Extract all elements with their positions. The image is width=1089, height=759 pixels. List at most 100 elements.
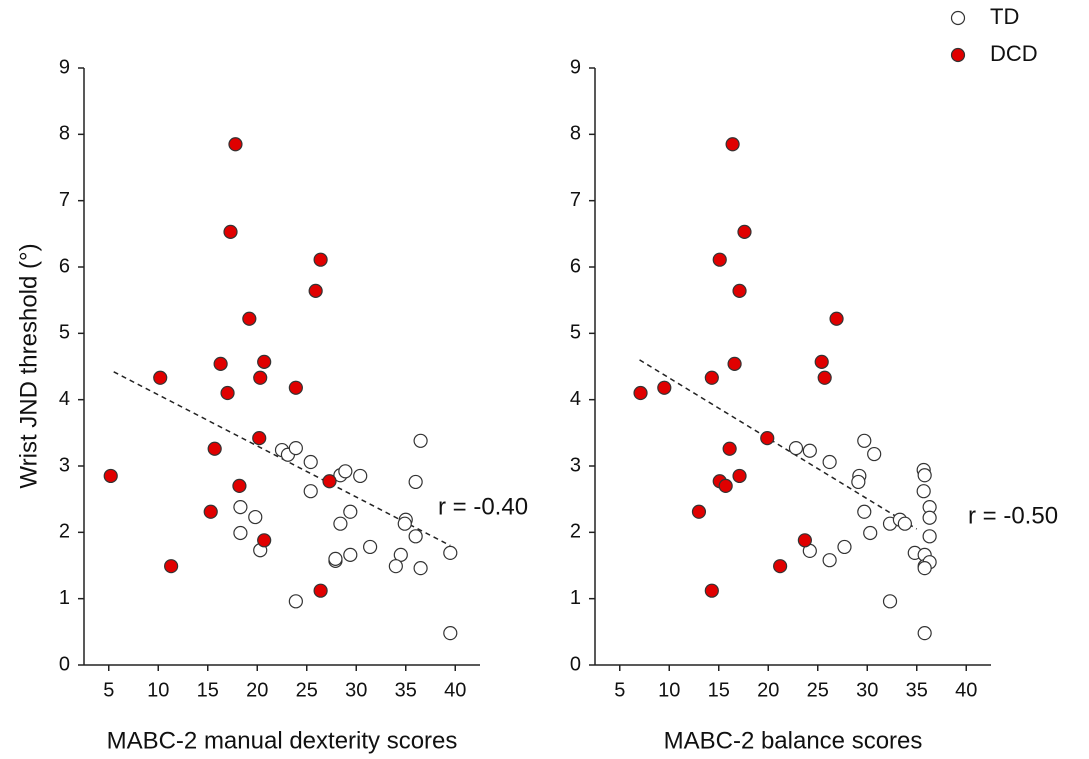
point [814, 354, 829, 369]
y-tick-label: 9 [59, 56, 70, 78]
point [917, 561, 932, 576]
point [232, 478, 247, 493]
point [333, 516, 348, 531]
point [203, 504, 218, 519]
y-tick-label: 6 [570, 255, 581, 277]
x-tick-label: 40 [444, 679, 466, 701]
y-tick-label: 0 [59, 653, 70, 675]
point [882, 594, 898, 609]
legend-marker [950, 10, 966, 26]
y-tick-label: 8 [570, 123, 581, 145]
point [788, 440, 804, 456]
x-tick-label: 10 [658, 679, 680, 701]
point [867, 446, 882, 462]
point [725, 137, 740, 152]
point [164, 559, 179, 574]
point [737, 224, 752, 239]
x-tick-label: 5 [614, 679, 625, 701]
y-tick-label: 7 [570, 189, 581, 211]
y-tick-label: 7 [59, 189, 70, 211]
y-tick-label: 5 [570, 322, 581, 344]
point [773, 559, 788, 574]
point [857, 433, 872, 448]
point [897, 516, 912, 531]
point [388, 559, 403, 574]
x-tick-label: 10 [147, 679, 169, 701]
point [922, 529, 937, 544]
point [288, 380, 303, 395]
x-tick-label: 30 [345, 679, 367, 701]
point [213, 356, 228, 371]
x-tick-label: 40 [955, 679, 977, 701]
correlation-annotation: r = -0.50 [968, 502, 1058, 529]
point [851, 474, 866, 490]
point [657, 380, 672, 395]
point [313, 252, 328, 267]
point [916, 484, 931, 499]
point [322, 474, 337, 489]
point [233, 525, 248, 541]
point [443, 626, 458, 641]
point [397, 516, 412, 531]
point [257, 354, 272, 369]
point [837, 539, 852, 555]
y-tick-label: 1 [570, 587, 581, 609]
point [727, 356, 742, 371]
point [207, 441, 222, 456]
point [917, 626, 932, 641]
point [353, 468, 368, 484]
legend-label: TD [990, 4, 1019, 29]
x-tick-label: 20 [757, 679, 779, 701]
point [343, 547, 358, 562]
point [712, 252, 727, 267]
point [718, 478, 733, 493]
point [328, 551, 343, 566]
point [343, 504, 358, 519]
point [829, 311, 844, 326]
point [308, 283, 323, 298]
point [732, 283, 747, 298]
point [303, 484, 318, 499]
point [802, 443, 817, 458]
x-tick-label: 35 [395, 679, 417, 701]
point [288, 440, 303, 456]
point [288, 594, 303, 609]
point [691, 504, 707, 519]
point [704, 370, 719, 385]
point [248, 509, 263, 525]
y-tick-label: 0 [570, 653, 581, 675]
point [220, 385, 235, 401]
x-axis-label: MABC-2 manual dexterity scores [107, 727, 458, 754]
point [233, 500, 248, 515]
point [822, 553, 837, 568]
x-tick-label: 15 [197, 679, 219, 701]
correlation-annotation: r = -0.40 [438, 493, 528, 520]
point [922, 510, 937, 525]
y-tick-label: 9 [570, 56, 581, 78]
point [408, 529, 423, 544]
point [252, 431, 267, 446]
point [228, 137, 243, 152]
point [732, 468, 747, 484]
y-tick-label: 2 [59, 521, 70, 543]
y-tick-label: 3 [59, 454, 70, 476]
point [153, 370, 168, 385]
point [857, 504, 872, 519]
x-tick-label: 25 [296, 679, 318, 701]
point [223, 224, 238, 239]
point [822, 454, 837, 470]
y-tick-label: 8 [59, 123, 70, 145]
y-axis-label: Wrist JND threshold (°) [15, 243, 42, 488]
point [408, 474, 423, 490]
x-tick-label: 5 [103, 679, 114, 701]
point [257, 533, 272, 548]
point [338, 464, 353, 479]
point [413, 561, 428, 576]
point [797, 533, 812, 548]
x-tick-label: 20 [246, 679, 268, 701]
x-tick-label: 30 [856, 679, 878, 701]
point [253, 370, 268, 385]
point [863, 525, 878, 541]
